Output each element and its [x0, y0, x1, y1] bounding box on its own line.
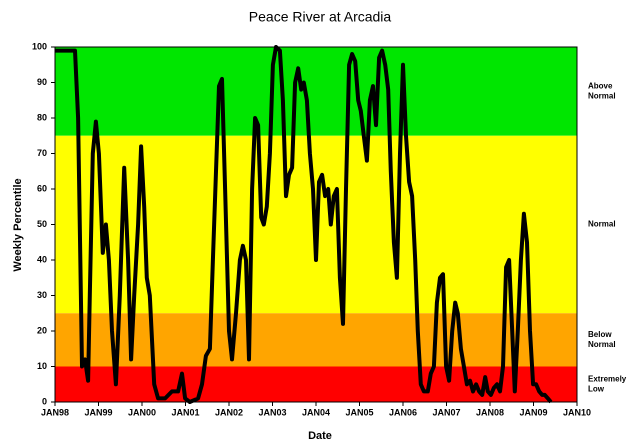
x-tick-label: JAN02	[215, 407, 243, 417]
x-tick-label: JAN09	[519, 407, 547, 417]
y-tick-label: 90	[37, 77, 47, 87]
band-label: Below	[588, 330, 612, 339]
x-tick-label: JAN00	[128, 407, 156, 417]
band-label: Normal	[588, 91, 616, 100]
x-tick-label: JAN99	[84, 407, 112, 417]
chart-title: Peace River at Arcadia	[249, 9, 392, 25]
y-axis-label: Weekly Percentile	[12, 178, 24, 271]
band	[55, 313, 577, 367]
y-tick-label: 100	[32, 41, 47, 51]
y-tick-label: 70	[37, 148, 47, 158]
x-tick-label: JAN08	[476, 407, 504, 417]
y-tick-label: 50	[37, 219, 47, 229]
x-tick-label: JAN01	[171, 407, 199, 417]
band-label: Extremely	[588, 374, 627, 383]
data-line	[55, 45, 553, 404]
x-tick-label: JAN05	[345, 407, 373, 417]
x-tick-label: JAN07	[432, 407, 460, 417]
plot-frame	[54, 46, 578, 403]
y-tick-label: 40	[37, 254, 47, 264]
band-label: Above	[588, 81, 613, 90]
x-axis-label: Date	[308, 430, 332, 442]
x-tick-label: JAN10	[563, 407, 591, 417]
y-tick-label: 80	[37, 112, 47, 122]
x-tick-label: JAN03	[258, 407, 286, 417]
x-tick-label: JAN98	[41, 407, 69, 417]
y-tick-label: 0	[42, 396, 47, 406]
band-label: Normal	[588, 340, 616, 349]
x-tick-label: JAN04	[302, 407, 330, 417]
y-tick-label: 20	[37, 325, 47, 335]
y-tick-label: 60	[37, 183, 47, 193]
x-tick-label: JAN06	[389, 407, 417, 417]
band	[55, 47, 577, 136]
y-tick-label: 10	[37, 361, 47, 371]
band-label: Normal	[588, 220, 616, 229]
band-label: Low	[588, 384, 605, 393]
y-tick-label: 30	[37, 290, 47, 300]
